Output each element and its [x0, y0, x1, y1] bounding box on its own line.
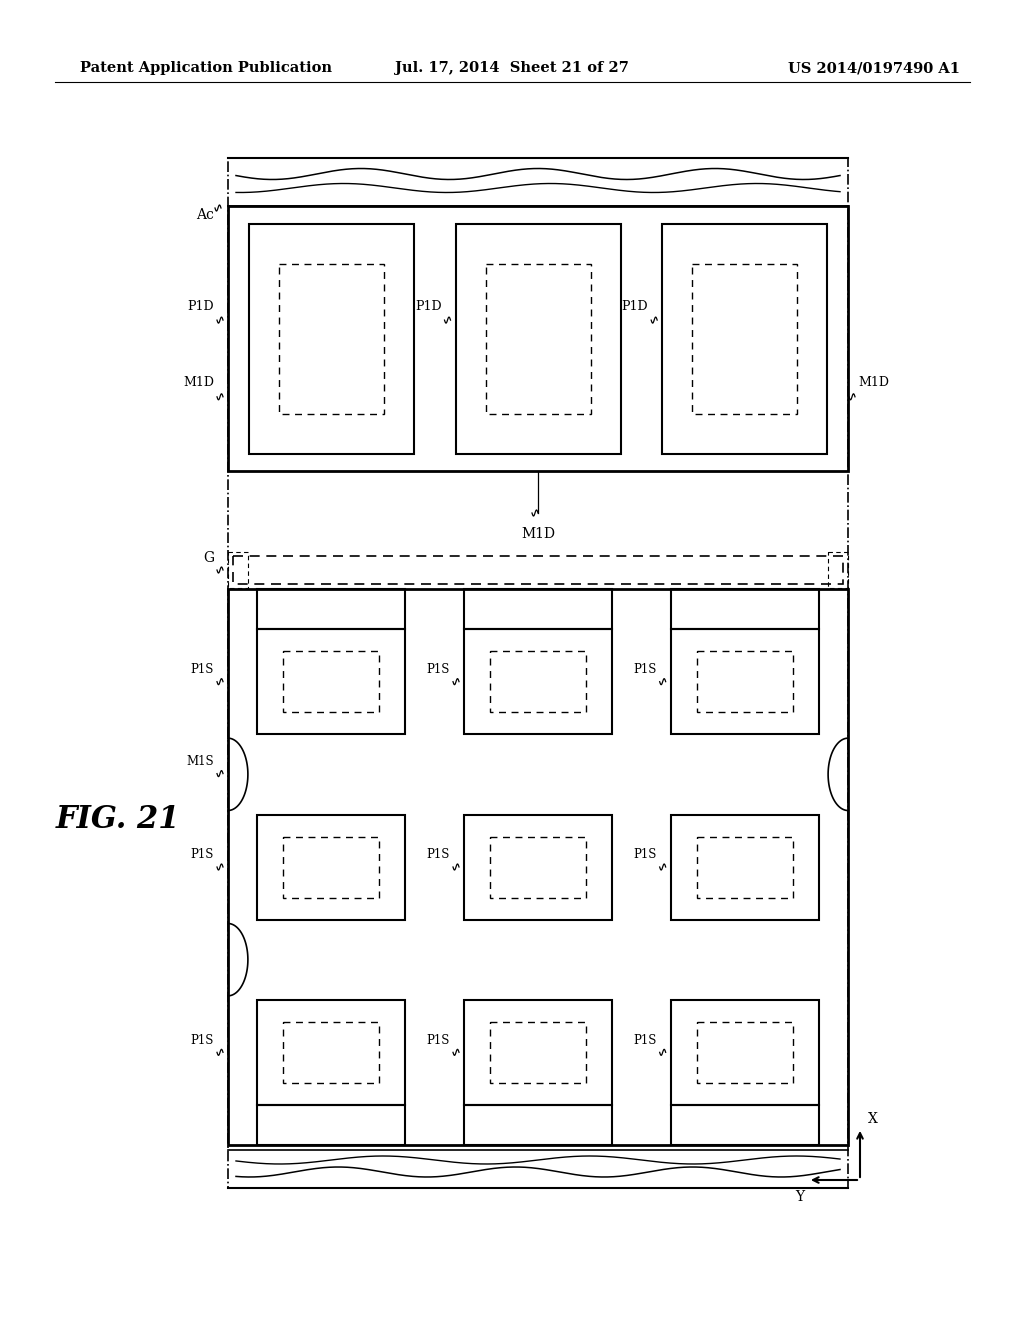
- Bar: [464, 814, 612, 920]
- Bar: [257, 630, 406, 734]
- Bar: [233, 556, 843, 583]
- Bar: [456, 223, 621, 454]
- Bar: [696, 651, 793, 713]
- Text: Patent Application Publication: Patent Application Publication: [80, 61, 332, 75]
- Bar: [228, 589, 848, 1144]
- Bar: [696, 837, 793, 898]
- Bar: [464, 1105, 612, 1144]
- Text: P1S: P1S: [633, 849, 656, 862]
- Bar: [257, 814, 406, 920]
- Text: M1D: M1D: [858, 376, 889, 389]
- Text: P1S: P1S: [190, 663, 214, 676]
- Bar: [228, 552, 248, 587]
- Text: FIG. 21: FIG. 21: [55, 804, 180, 836]
- Bar: [828, 552, 848, 587]
- Bar: [257, 999, 406, 1105]
- Text: P1S: P1S: [633, 1034, 656, 1047]
- Text: Ac: Ac: [197, 209, 214, 222]
- Bar: [228, 158, 848, 1188]
- Bar: [490, 1022, 586, 1082]
- Text: Jul. 17, 2014  Sheet 21 of 27: Jul. 17, 2014 Sheet 21 of 27: [395, 61, 629, 75]
- Bar: [257, 589, 406, 630]
- Text: P1D: P1D: [415, 300, 441, 313]
- Bar: [464, 999, 612, 1105]
- Bar: [249, 223, 414, 454]
- Bar: [671, 999, 818, 1105]
- Bar: [464, 589, 612, 630]
- Bar: [696, 1022, 793, 1082]
- Bar: [663, 223, 827, 454]
- Bar: [284, 1022, 379, 1082]
- Text: P1S: P1S: [427, 663, 450, 676]
- Text: P1D: P1D: [187, 300, 214, 313]
- Text: Y: Y: [795, 1191, 804, 1204]
- Bar: [485, 264, 591, 413]
- Bar: [671, 630, 818, 734]
- Text: P1S: P1S: [190, 849, 214, 862]
- Text: G: G: [203, 550, 214, 565]
- Bar: [490, 651, 586, 713]
- Bar: [692, 264, 797, 413]
- Bar: [228, 206, 848, 471]
- Text: P1S: P1S: [427, 849, 450, 862]
- Bar: [464, 630, 612, 734]
- Text: M1S: M1S: [186, 755, 214, 768]
- Bar: [257, 1105, 406, 1144]
- Text: M1D: M1D: [183, 376, 214, 389]
- Bar: [671, 589, 818, 630]
- Bar: [671, 814, 818, 920]
- Text: X: X: [868, 1111, 878, 1126]
- Text: P1D: P1D: [622, 300, 648, 313]
- Text: P1S: P1S: [190, 1034, 214, 1047]
- Text: P1S: P1S: [427, 1034, 450, 1047]
- Bar: [284, 837, 379, 898]
- Text: US 2014/0197490 A1: US 2014/0197490 A1: [788, 61, 961, 75]
- Bar: [279, 264, 384, 413]
- Bar: [671, 1105, 818, 1144]
- Text: M1D: M1D: [521, 527, 555, 541]
- Bar: [284, 651, 379, 713]
- Bar: [490, 837, 586, 898]
- Text: P1S: P1S: [633, 663, 656, 676]
